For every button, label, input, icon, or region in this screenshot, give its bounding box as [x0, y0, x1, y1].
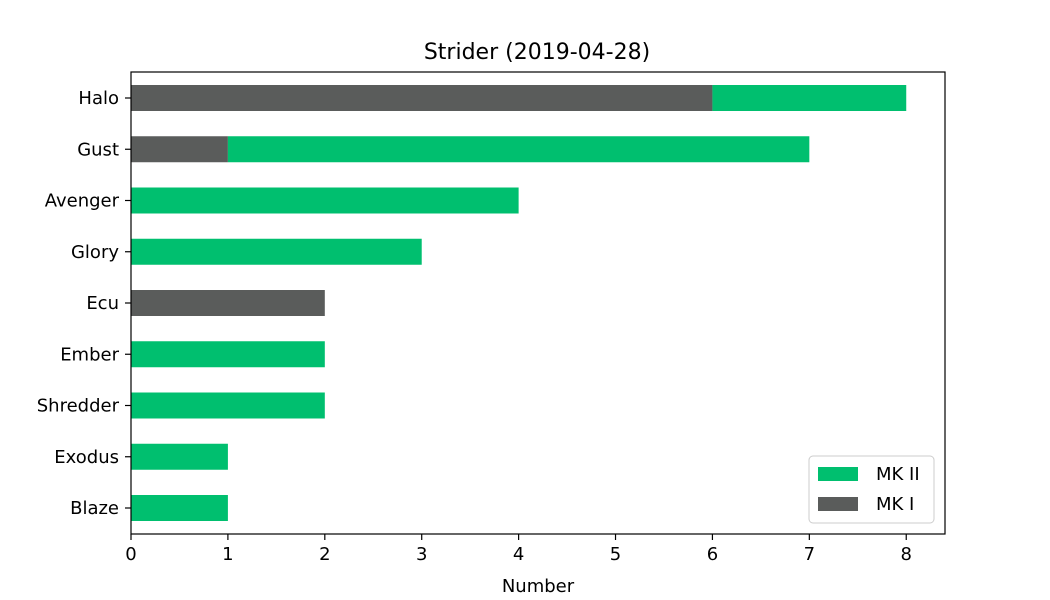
bar-halo-series-1	[712, 85, 907, 111]
bar-shredder-series-1	[131, 392, 325, 419]
x-axis-label: Number	[502, 576, 575, 597]
y-tick-label: Glory	[71, 242, 119, 263]
legend-label: MK I	[876, 494, 914, 515]
legend-swatch	[818, 467, 858, 481]
bar-glory-series-1	[131, 238, 422, 265]
x-tick-label: 8	[901, 544, 912, 565]
x-tick-label: 5	[610, 544, 621, 565]
legend: MK II MK I	[808, 455, 935, 524]
legend-label: MK II	[876, 464, 920, 485]
legend-swatch	[818, 497, 858, 511]
bar-ecu-series-0	[131, 290, 325, 316]
bar-avenger-series-1	[131, 187, 519, 214]
y-tick-label: Gust	[77, 139, 119, 160]
y-tick-label: Ember	[60, 344, 119, 365]
bars-group	[131, 85, 907, 521]
bar-exodus-series-1	[131, 443, 228, 470]
x-tick-label: 6	[707, 544, 718, 565]
y-tick-label: Blaze	[70, 498, 119, 519]
x-tick-label: 0	[125, 544, 136, 565]
x-tick-label: 7	[804, 544, 815, 565]
y-axis: Halo Gust Avenger Glory Ecu Ember Shredder Exod…	[37, 88, 131, 519]
x-axis: 0 1 2 3 4 5 6 7 8	[125, 534, 912, 565]
y-tick-label: Shredder	[37, 396, 120, 417]
bar-gust-series-0	[131, 136, 228, 163]
x-tick-label: 4	[513, 544, 524, 565]
y-tick-label: Avenger	[45, 191, 120, 212]
y-tick-label: Ecu	[86, 293, 119, 314]
x-tick-label: 2	[319, 544, 330, 565]
bar-ember-series-1	[131, 341, 325, 368]
bar-gust-series-1	[227, 136, 810, 163]
bar-halo-series-0	[131, 85, 713, 111]
y-tick-label: Halo	[78, 88, 119, 109]
chart-title: Strider (2019-04-28)	[424, 40, 650, 65]
x-tick-label: 1	[222, 544, 233, 565]
bar-blaze-series-1	[131, 495, 228, 521]
y-tick-label: Exodus	[54, 447, 119, 468]
x-tick-label: 3	[416, 544, 427, 565]
